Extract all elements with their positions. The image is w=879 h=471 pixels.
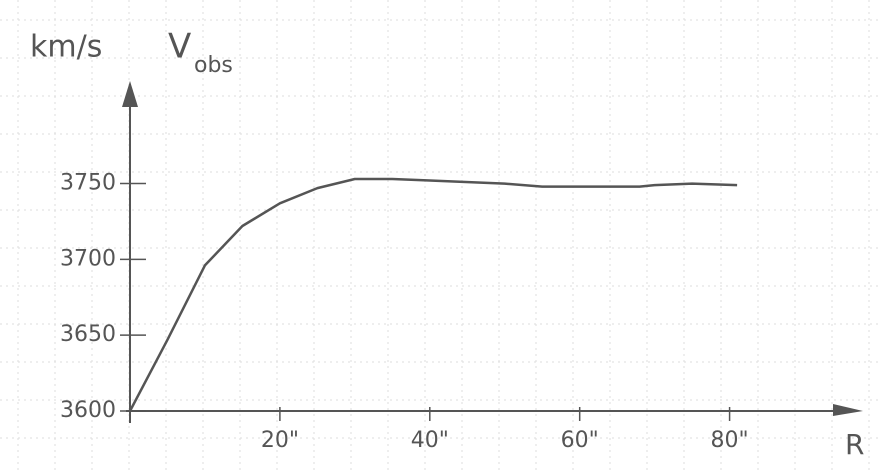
y-axis-quantity-subscript: obs [194,53,233,78]
x-tick-label: 20" [261,428,299,453]
x-axis-label: R [845,428,864,461]
x-axis-arrow [833,404,863,416]
x-tick-label: 80" [711,428,749,453]
x-tick-label: 60" [561,428,599,453]
y-tick-label: 3650 [60,322,116,347]
y-axis-arrow [122,81,138,107]
y-tick-label: 3700 [60,246,116,271]
data-line [128,177,738,412]
y-axis-unit: km/s [30,30,102,65]
y-tick-label: 3600 [60,398,116,423]
x-tick-label: 40" [411,428,449,453]
y-axis-quantity: V [168,27,191,67]
y-tick-label: 3750 [60,171,116,196]
